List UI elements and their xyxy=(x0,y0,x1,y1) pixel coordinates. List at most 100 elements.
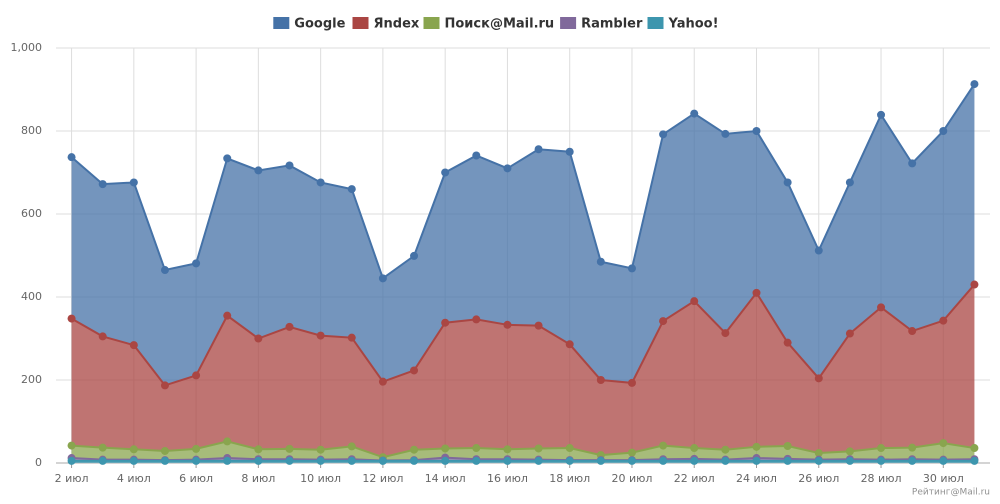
marker xyxy=(814,449,823,458)
marker xyxy=(659,441,668,450)
y-tick-label: 800 xyxy=(21,124,42,137)
marker xyxy=(783,338,792,347)
marker xyxy=(441,444,450,453)
legend-label: Google xyxy=(294,17,345,32)
marker xyxy=(908,456,917,465)
marker xyxy=(939,439,948,448)
marker xyxy=(721,129,730,138)
marker xyxy=(254,456,263,465)
area xyxy=(71,84,975,386)
x-tick-label: 30 июл xyxy=(923,472,964,485)
marker xyxy=(503,164,512,173)
marker xyxy=(285,456,294,465)
marker xyxy=(192,259,201,268)
area xyxy=(71,284,975,458)
x-tick-label: 6 июл xyxy=(179,472,213,485)
marker xyxy=(192,371,201,380)
marker xyxy=(596,456,605,465)
x-tick-label: 28 июл xyxy=(861,472,902,485)
marker xyxy=(970,444,979,453)
marker xyxy=(534,456,543,465)
marker xyxy=(939,456,948,465)
marker xyxy=(877,303,886,312)
y-tick-label: 400 xyxy=(21,290,42,303)
marker xyxy=(939,316,948,325)
marker xyxy=(441,318,450,327)
x-tick-label: 4 июл xyxy=(117,472,151,485)
legend-label: Rambler xyxy=(581,17,643,32)
credit: Рейтинг@Mail.ru xyxy=(912,488,990,498)
x-tick-label: 12 июл xyxy=(362,472,403,485)
marker xyxy=(192,444,201,453)
marker xyxy=(534,145,543,154)
y-tick-label: 1,000 xyxy=(11,41,43,54)
marker xyxy=(534,321,543,330)
marker xyxy=(347,442,356,451)
marker xyxy=(565,456,574,465)
marker xyxy=(129,445,138,454)
legend-label: Yahoo! xyxy=(668,17,719,32)
marker xyxy=(254,445,263,454)
marker xyxy=(378,274,387,283)
marker xyxy=(534,444,543,453)
line xyxy=(71,456,975,462)
marker xyxy=(129,341,138,350)
marker xyxy=(565,340,574,349)
marker xyxy=(98,180,107,189)
marker xyxy=(378,456,387,465)
marker xyxy=(223,154,232,163)
line xyxy=(71,283,976,387)
marker xyxy=(129,178,138,187)
marker xyxy=(67,314,76,323)
x-tick-label: 26 июл xyxy=(798,472,839,485)
marker xyxy=(845,178,854,187)
marker xyxy=(627,378,636,387)
y-tick-label: 600 xyxy=(21,207,42,220)
marker xyxy=(441,168,450,177)
legend-label: Яndex xyxy=(374,17,420,32)
marker xyxy=(316,445,325,454)
marker xyxy=(877,456,886,465)
marker xyxy=(347,456,356,465)
marker xyxy=(627,264,636,273)
marker xyxy=(503,445,512,454)
marker xyxy=(160,456,169,465)
marker xyxy=(254,334,263,343)
marker xyxy=(814,246,823,255)
marker xyxy=(223,311,232,320)
marker xyxy=(690,444,699,453)
marker xyxy=(98,443,107,452)
marker xyxy=(410,456,419,465)
marker xyxy=(67,456,76,465)
legend-swatch xyxy=(647,17,664,29)
marker xyxy=(596,376,605,384)
marker xyxy=(98,456,107,465)
marker xyxy=(472,444,481,453)
marker xyxy=(752,456,761,465)
marker xyxy=(472,315,481,324)
marker xyxy=(970,80,979,89)
marker xyxy=(721,329,730,338)
marker xyxy=(845,329,854,338)
marker xyxy=(783,178,792,187)
marker xyxy=(67,441,76,450)
marker xyxy=(659,456,668,465)
marker xyxy=(98,332,107,341)
legend-swatch xyxy=(352,17,369,29)
marker xyxy=(690,297,699,306)
x-tick-label: 14 июл xyxy=(425,472,466,485)
marker xyxy=(378,377,387,386)
marker xyxy=(908,327,917,336)
marker xyxy=(596,257,605,266)
marker xyxy=(721,445,730,454)
marker xyxy=(814,374,823,383)
x-tick-label: 20 июл xyxy=(611,472,652,485)
x-tick-label: 10 июл xyxy=(300,472,341,485)
marker xyxy=(129,456,138,465)
legend-label: Поиск@Mail.ru xyxy=(445,17,555,32)
marker xyxy=(627,448,636,457)
marker xyxy=(877,444,886,453)
x-tick-label: 22 июл xyxy=(674,472,715,485)
area xyxy=(71,441,975,461)
